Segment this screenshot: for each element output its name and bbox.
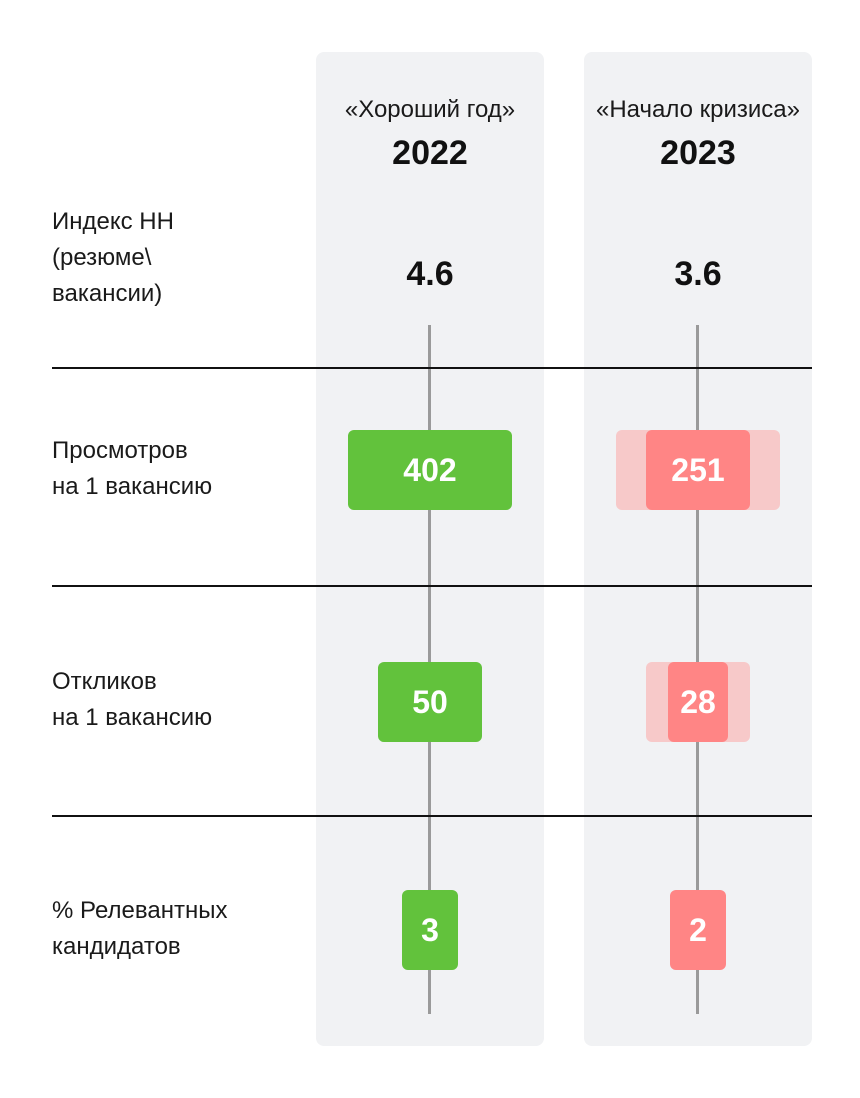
value-responses-2022: 50 [378,662,482,742]
row-label-views: Просмотров на 1 вакансию [52,437,213,500]
value-hh-index-2023: 3.6 [674,255,722,293]
value-relevant-2022: 3 [402,890,458,970]
value-hh-index-2022: 4.6 [406,255,454,293]
row-label-relevant: % Релевантных кандидатов [52,897,228,960]
column-year-2022: 2022 [392,134,468,172]
row-separator [52,815,812,817]
value-responses-2023: 28 [668,662,728,742]
column-year-2023: 2023 [660,134,736,172]
column-caption-2023: «Начало кризиса» [596,96,800,123]
row-label-hh-index: Индекс НН (резюме\ вакансии) [52,208,174,307]
value-relevant-2023: 2 [670,890,726,970]
column-caption-2022: «Хороший год» [344,96,516,123]
value-views-2023: 251 [646,430,750,510]
value-views-2022: 402 [348,430,512,510]
row-separator [52,367,812,369]
row-label-responses: Откликов на 1 вакансию [52,668,213,731]
row-separator [52,585,812,587]
